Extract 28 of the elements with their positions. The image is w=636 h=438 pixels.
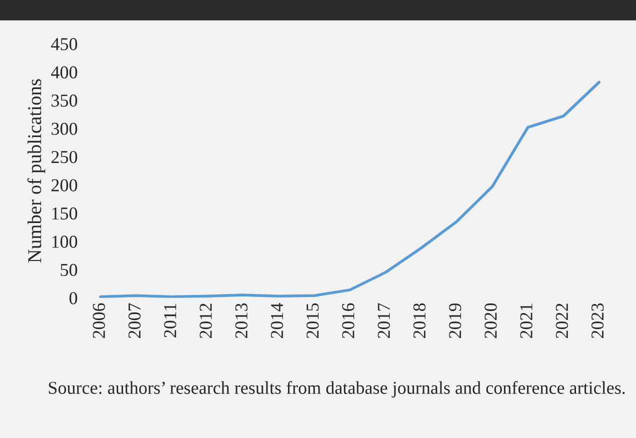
source-note: Source: authors’ research results from database journals and conference articles. (48, 381, 625, 398)
x-tick-label: 2021 (520, 304, 532, 338)
y-tick-label: 150 (52, 207, 78, 220)
x-tick-label: 2012 (200, 304, 212, 338)
x-tick-label: 2022 (556, 304, 568, 338)
x-tick-label: 2006 (92, 303, 106, 338)
y-tick-label: 300 (52, 122, 78, 135)
y-tick-label: 50 (60, 264, 78, 276)
x-tick-label: 2020 (484, 303, 497, 338)
line-series (99, 80, 600, 298)
x-tick-label: 2007 (128, 303, 141, 338)
y-tick-label: 250 (52, 150, 78, 164)
y-tick-label: 450 (51, 38, 78, 50)
y-tick-label: 0 (69, 292, 78, 304)
y-tick-label: 400 (51, 66, 78, 78)
x-tick-label: 2018 (413, 303, 426, 338)
y-tick-label: 100 (52, 236, 78, 248)
x-tick-label: 2014 (270, 302, 284, 338)
y-axis-title: Number of publications (27, 79, 46, 263)
x-tick-label: 2013 (235, 303, 248, 338)
y-tick-label: 200 (52, 179, 78, 192)
x-tick-label: 2019 (448, 303, 462, 338)
x-tick-label: 2015 (306, 303, 319, 338)
x-tick-label: 2023 (591, 303, 604, 338)
y-tick-label: 350 (52, 94, 78, 107)
x-tick-label: 2016 (342, 303, 354, 338)
x-tick-label: 2017 (378, 303, 390, 338)
x-tick-label: 2011 (164, 304, 176, 338)
